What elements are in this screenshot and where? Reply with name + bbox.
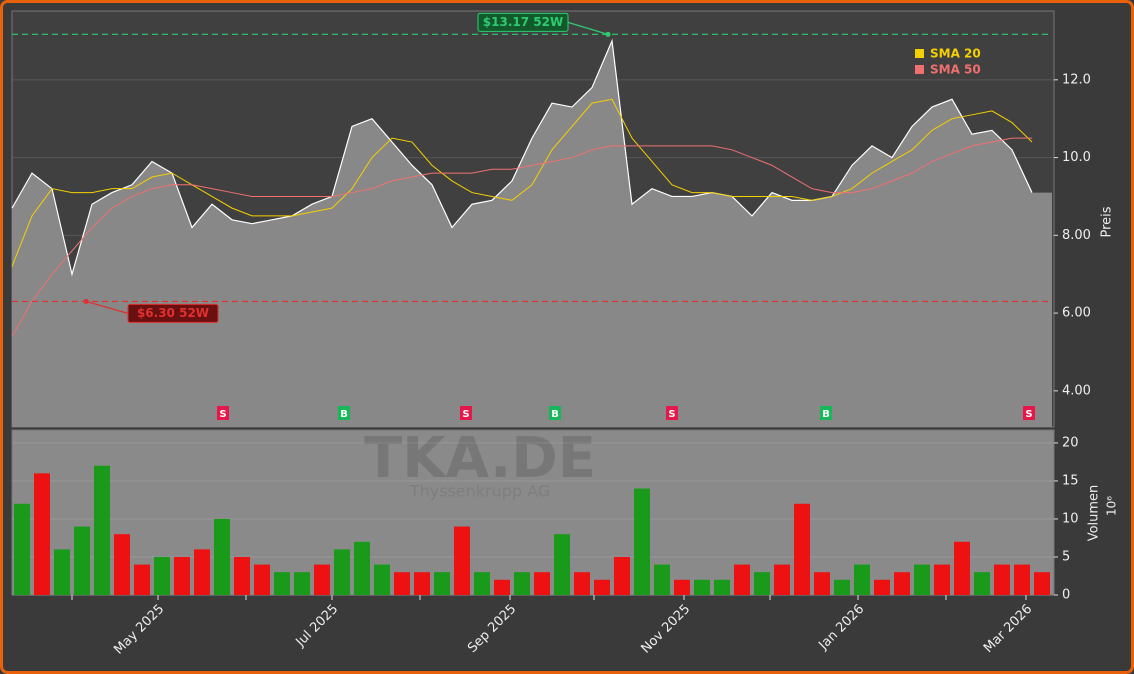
volume-bar [774, 564, 790, 595]
volume-bar [894, 572, 910, 595]
volume-bar [974, 572, 990, 595]
volume-bar [734, 564, 750, 595]
volume-bar [334, 549, 350, 595]
volume-bar [174, 556, 190, 595]
volume-bar [754, 572, 770, 595]
signal-label: S [668, 409, 675, 420]
y-tick-label: 6.00 [1062, 306, 1091, 321]
y-tick-label: 0 [1062, 588, 1070, 603]
volume-bar [194, 549, 210, 595]
volume-bar [514, 572, 530, 595]
y-tick-label: 15 [1062, 473, 1079, 488]
volume-bar [454, 526, 470, 595]
signal-marker [338, 406, 350, 420]
volume-bar [214, 518, 230, 595]
volume-bar [94, 465, 110, 595]
annotation-arrow [567, 21, 609, 35]
volume-bar [394, 572, 410, 595]
volume-bar [414, 572, 430, 595]
volume-bar [34, 473, 50, 595]
y-tick-label: 10.0 [1062, 150, 1091, 165]
volume-bar [534, 572, 550, 595]
legend-label: SMA 20 [930, 47, 981, 61]
volume-bar [714, 579, 730, 595]
volume-bar [914, 564, 930, 595]
signal-label: S [462, 409, 469, 420]
volume-bar [474, 572, 490, 595]
volume-bar [74, 526, 90, 595]
legend-label: SMA 50 [930, 63, 981, 77]
volume-bar [434, 572, 450, 595]
annotation-arrow [85, 300, 129, 315]
annotation-label: $6.30 52W [137, 306, 209, 320]
signal-marker [549, 406, 561, 420]
volume-bar [834, 579, 850, 595]
watermark-subtitle: Thyssenkrupp AG [409, 482, 550, 501]
volume-bar [634, 488, 650, 595]
volume-bar [14, 503, 30, 595]
annotation-box [477, 12, 569, 32]
signal-marker [1023, 406, 1035, 420]
volume-bar [54, 549, 70, 595]
volume-bar [854, 564, 870, 595]
signal-marker [666, 406, 678, 420]
signal-marker [820, 406, 832, 420]
volume-bar [694, 579, 710, 595]
volume-bar [1014, 564, 1030, 595]
annotation-box [127, 303, 219, 323]
volume-bar [674, 579, 690, 595]
y-tick-label: 12.0 [1062, 72, 1091, 87]
y-tick-label: 10 [1062, 511, 1079, 526]
volume-bar [314, 564, 330, 595]
legend-swatch [915, 49, 924, 58]
signal-label: S [219, 409, 226, 420]
signal-label: B [822, 409, 830, 420]
volume-bar [794, 503, 810, 595]
volume-bar [614, 556, 630, 595]
volume-bar [294, 572, 310, 595]
sma-line [11, 137, 1032, 337]
volume-bar [234, 556, 250, 595]
sma-line [11, 98, 1033, 267]
volume-bar [494, 579, 510, 595]
volume-bar [274, 572, 290, 595]
volume-bar [594, 579, 610, 595]
volume-bar [374, 564, 390, 595]
y-tick-label: 20 [1062, 435, 1079, 450]
y-tick-label: 5 [1062, 549, 1070, 564]
volume-bar [994, 564, 1010, 595]
price-area [12, 40, 1052, 427]
volume-bar [954, 541, 970, 595]
legend-swatch [915, 65, 924, 74]
volume-bar [654, 564, 670, 595]
volume-bar [574, 572, 590, 595]
signal-label: S [1025, 409, 1032, 420]
volume-bar [934, 564, 950, 595]
volume-bar [154, 556, 170, 595]
volume-bar [814, 572, 830, 595]
volume-bar [134, 564, 150, 595]
annotation-point [605, 31, 611, 37]
annotation-point [83, 298, 89, 304]
volume-bar [874, 579, 890, 595]
signal-label: B [551, 409, 559, 420]
signal-marker [460, 406, 472, 420]
volume-bar [114, 534, 130, 595]
signal-marker [217, 406, 229, 420]
y-tick-label: 8.00 [1062, 228, 1091, 243]
volume-bar [554, 534, 570, 595]
y-tick-label: 4.00 [1062, 383, 1091, 398]
y-axis-label: Volumen [1087, 485, 1102, 542]
volume-bar [254, 564, 270, 595]
watermark: TKA.DE [364, 426, 596, 491]
signal-label: B [340, 409, 348, 420]
volume-bar [1034, 572, 1050, 595]
price-line [11, 38, 1033, 277]
y-axis-unit: 10⁶ [1105, 496, 1119, 516]
volume-bar [354, 541, 370, 595]
annotation-label: $13.17 52W [483, 15, 563, 29]
y-axis-label: Preis [1100, 206, 1115, 237]
